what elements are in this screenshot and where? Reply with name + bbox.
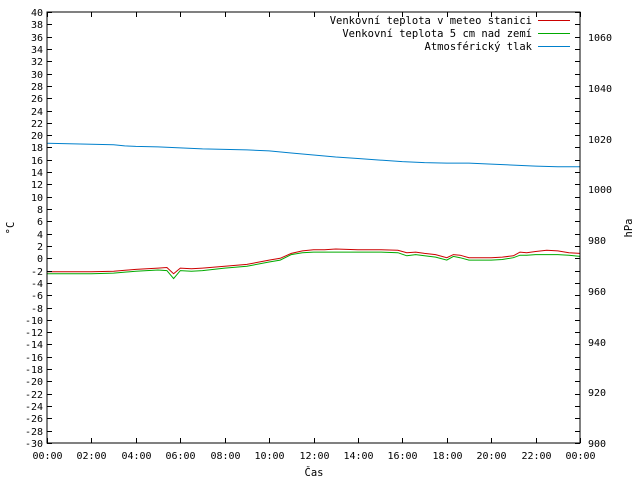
y-tick-label: 0 [37,254,43,265]
y-tick-label: 26 [31,94,43,105]
y-tick-label: 28 [31,82,43,93]
x-tick-label: 00:00 [565,451,595,462]
y-tick-label: 36 [31,33,43,44]
y2-tick-label: 1060 [588,33,612,44]
y-tick-label: 6 [37,217,43,228]
x-tick-label: 00:00 [32,451,62,462]
x-tick-label: 10:00 [254,451,284,462]
y2-tick-label: 960 [588,287,606,298]
x-tick-label: 06:00 [165,451,195,462]
y-axis-label: °C [5,222,17,235]
y-tick-label: 10 [31,193,43,204]
y-tick-label: -20 [25,377,43,388]
y-tick-label: -30 [25,439,43,450]
y2-tick-label: 1020 [588,135,612,146]
y2-tick-label: 980 [588,236,606,247]
y2-tick-label: 1000 [588,185,612,196]
y-tick-label: 32 [31,57,43,68]
series-line-1 [47,251,581,280]
x-tick-label: 22:00 [521,451,551,462]
y-tick-label: 18 [31,143,43,154]
x-tick-label: 04:00 [121,451,151,462]
y-tick-label: 38 [31,20,43,31]
y2-tick-label: 1040 [588,84,612,95]
legend-label-2: Atmosférický tlak [425,41,533,53]
x-tick-label: 12:00 [299,451,329,462]
legend-label-0: Venkovní teplota v meteo stanici [330,15,532,27]
y2-tick-label: 920 [588,388,606,399]
y-tick-label: -14 [25,340,43,351]
ticks: 4038363432302826242220181614121086420-2-… [25,8,612,462]
y-tick-label: 16 [31,156,43,167]
y-tick-label: -24 [25,402,43,413]
y-tick-label: -18 [25,365,43,376]
plot-border [46,11,581,444]
legend-label-1: Venkovní teplota 5 cm nad zemí [342,28,532,40]
y-tick-label: -4 [31,279,43,290]
x-tick-label: 14:00 [343,451,373,462]
x-axis-label: Čas [305,466,324,479]
x-tick-label: 20:00 [476,451,506,462]
y-tick-label: 34 [31,45,43,56]
y-tick-label: -16 [25,353,43,364]
y-tick-label: 40 [31,8,43,19]
y-tick-label: 30 [31,70,43,81]
series-line-2 [46,142,580,168]
y-tick-label: 4 [37,230,43,241]
y-tick-label: 22 [31,119,43,130]
x-tick-label: 18:00 [432,451,462,462]
y2-tick-label: 900 [588,439,606,450]
y-tick-label: 2 [37,242,43,253]
legend: Venkovní teplota v meteo stanici Venkovn… [330,15,570,53]
x-tick-label: 02:00 [76,451,106,462]
y2-axis-label: hPa [623,219,635,238]
y-tick-label: -22 [25,390,43,401]
y-tick-label: -26 [25,414,43,425]
x-tick-label: 16:00 [387,451,417,462]
y-tick-label: 14 [31,168,43,179]
axes [46,11,581,444]
y-tick-label: -6 [31,291,43,302]
series-layer [46,142,581,280]
y-tick-label: 8 [37,205,43,216]
y-tick-label: -28 [25,427,43,438]
y-tick-label: -8 [31,304,43,315]
x-tick-label: 08:00 [210,451,240,462]
y-tick-label: 12 [31,180,43,191]
y-tick-label: 20 [31,131,43,142]
y-tick-label: -2 [31,267,43,278]
series-line-0 [47,248,581,275]
y2-tick-label: 940 [588,338,606,349]
y-tick-label: 24 [31,107,43,118]
y-tick-label: -10 [25,316,43,327]
y-tick-label: -12 [25,328,43,339]
